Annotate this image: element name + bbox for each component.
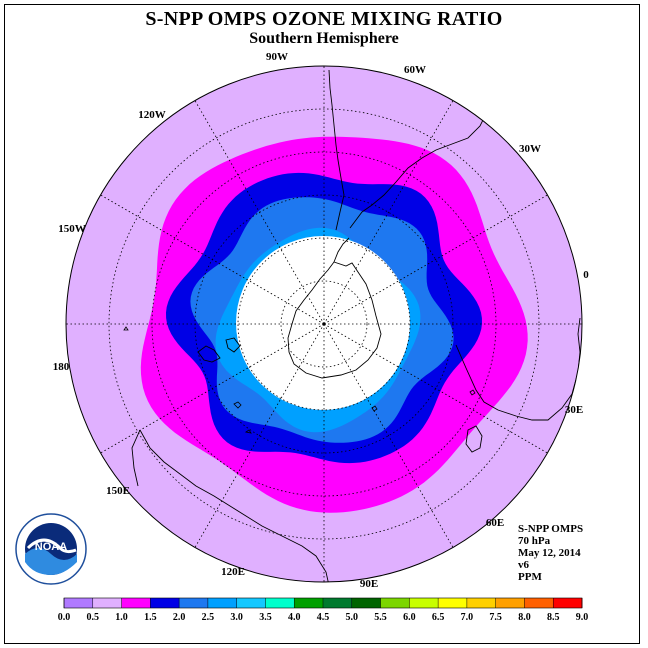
map-title: S-NPP OMPS OZONE MIXING RATIO	[145, 8, 503, 30]
colorbar-segment	[121, 598, 151, 608]
colorbar-tick-label: 3.5	[259, 612, 272, 623]
meridian-line	[100, 194, 325, 325]
colorbar-segment	[524, 598, 554, 608]
colorbar-tick-label: 2.0	[173, 612, 186, 623]
colorbar-segment	[380, 598, 410, 608]
figure-frame	[4, 4, 640, 644]
colorbar-tick-label: 4.0	[288, 612, 301, 623]
lon-label-150W: 150W	[58, 223, 86, 235]
colorbar-segment	[207, 598, 238, 608]
lon-label-60E: 60E	[486, 517, 504, 529]
info-box: S-NPP OMPS 70 hPa May 12, 2014 v6 PPM	[518, 523, 583, 583]
latitude-circle	[280, 280, 368, 368]
colorbar-tick-label: 7.0	[461, 612, 474, 623]
noaa-logo-icon: NOAA	[14, 512, 88, 591]
lon-label-150E: 150E	[106, 485, 130, 497]
lon-label-30W: 30W	[519, 143, 541, 155]
colorbar-segment	[64, 598, 94, 608]
colorbar-tick-label: 0.0	[58, 612, 71, 623]
lon-label-0: 0	[583, 269, 589, 281]
colorbar-tick-label: 0.5	[87, 612, 100, 623]
colorbar-tick-label: 6.5	[432, 612, 445, 623]
map-border	[65, 65, 583, 583]
colorbar-tick-label: 2.5	[202, 612, 215, 623]
lon-label-90E: 90E	[360, 578, 378, 590]
colorbar-segment	[409, 598, 439, 608]
colorbar-tick-label: 5.0	[346, 612, 359, 623]
colorbar-segment	[553, 598, 583, 608]
info-instrument: S-NPP OMPS	[518, 523, 584, 535]
colorbar-segment	[294, 598, 324, 608]
sub-antarctic-islands	[123, 326, 476, 434]
meridian-line	[194, 323, 325, 548]
colorbar-tick-label: 6.0	[403, 612, 416, 623]
colorbar-segment	[150, 598, 180, 608]
lon-label-60W: 60W	[404, 64, 426, 76]
south-pole-marker	[322, 322, 326, 326]
colorbar-segment	[438, 598, 468, 608]
lon-label-90W: 90W	[266, 51, 288, 63]
colorbar-tick-label: 9.0	[576, 612, 589, 623]
colorbar-segment	[265, 598, 295, 608]
meridian-line	[323, 194, 548, 325]
longitude-labels: 0 30W 60W 90W 120W 150W 180 150E 120E 90E 60E 30E	[53, 51, 590, 590]
colorbar-segment	[323, 598, 353, 608]
lon-label-180: 180	[53, 361, 70, 373]
new-zealand-coastline	[197, 337, 241, 363]
colorbar-tick-label: 1.0	[115, 612, 128, 623]
graticule	[66, 66, 582, 582]
south-america-coastline	[328, 69, 495, 231]
meridian-line	[323, 323, 454, 548]
lon-label-120W: 120W	[138, 109, 166, 121]
colorbar-segment	[466, 598, 497, 608]
colorbar-tick-label: 7.5	[489, 612, 502, 623]
info-pressure: 70 hPa	[518, 535, 551, 547]
info-units: PPM	[518, 571, 542, 583]
info-version: v6	[518, 559, 529, 571]
colorbar-tick-label: 4.5	[317, 612, 330, 623]
ozone-fill-layer	[66, 66, 582, 582]
colorbar-segment	[92, 598, 122, 608]
colorbar-tick-label: 8.0	[518, 612, 531, 623]
australia-coastline	[131, 429, 331, 582]
map-subtitle: Southern Hemisphere	[249, 30, 399, 47]
coastlines	[123, 69, 581, 582]
info-date: May 12, 2014	[518, 547, 581, 559]
colorbar-segment	[495, 598, 525, 608]
latitude-circle	[237, 237, 411, 411]
colorbar-tick-label: 5.5	[374, 612, 387, 623]
latitude-circle	[108, 108, 540, 540]
meridian-line	[323, 100, 454, 325]
colorbar-tick-label: 1.5	[144, 612, 157, 623]
lon-label-30E: 30E	[565, 404, 583, 416]
meridian-line	[194, 100, 325, 325]
antarctic-peninsula	[333, 237, 350, 263]
colorbar: 0.0 0.5 1.0 1.5 2.0 2.5 3.0 3.5 4.0 4.5 5.0 5.5 6.0 6…	[58, 597, 589, 623]
colorbar-tick-label: 3.0	[230, 612, 243, 623]
meridian-line	[100, 323, 325, 454]
antarctica-coastline	[287, 261, 382, 379]
colorbar-tick-label: 8.5	[547, 612, 560, 623]
colorbar-segment	[236, 598, 266, 608]
colorbar-segment	[179, 598, 209, 608]
meridian-line	[323, 323, 548, 454]
colorbar-segment	[351, 598, 381, 608]
logo-text: NOAA	[35, 541, 67, 553]
lon-label-120E: 120E	[221, 566, 245, 578]
madagascar-coastline	[465, 425, 483, 453]
